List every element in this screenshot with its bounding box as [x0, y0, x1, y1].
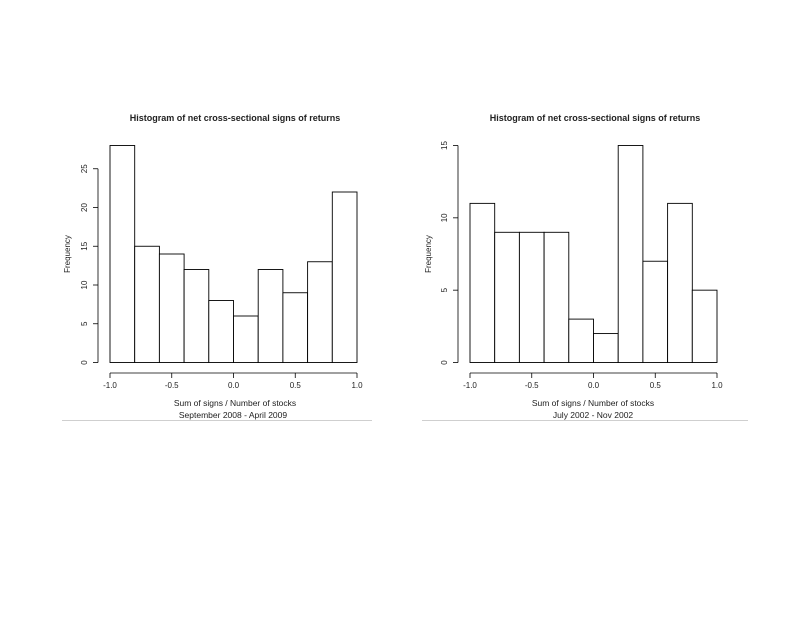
histogram-bar [667, 202, 693, 363]
x-axis: -1.0 -0.5 0.0 0.5 1.0 [463, 372, 723, 390]
y-tick-label: 15 [80, 241, 89, 250]
x-axis-label: Sum of signs / Number of stocks [174, 398, 296, 408]
x-tick-label: -1.0 [103, 381, 117, 390]
histogram-bar [691, 289, 718, 363]
bars [469, 145, 718, 363]
y-tick-label: 5 [440, 287, 449, 292]
y-axis-label: Frequency [424, 235, 433, 273]
histogram-bar [568, 318, 594, 363]
y-tick-label: 0 [80, 360, 89, 365]
x-tick-label: -0.5 [165, 381, 179, 390]
chart-caption: September 2008 - April 2009 [178, 410, 288, 420]
histogram-bar [469, 202, 496, 363]
chart-title: Histogram of net cross-sectional signs o… [130, 113, 341, 123]
histogram-bar [617, 145, 644, 363]
y-axis: 0 5 10 15 20 25 [80, 164, 99, 365]
y-tick-label: 20 [80, 203, 89, 212]
histogram-bar [642, 260, 669, 363]
bars [109, 145, 358, 363]
histogram-bar [593, 333, 619, 363]
y-tick-label: 15 [440, 141, 449, 150]
histogram-bar [307, 261, 333, 363]
x-tick-label: 1.0 [711, 381, 723, 390]
y-tick-label: 25 [80, 164, 89, 173]
y-axis: 0 5 10 15 [440, 141, 459, 365]
y-tick-label: 10 [440, 213, 449, 222]
chart-title: Histogram of net cross-sectional signs o… [490, 113, 701, 123]
chart-caption: July 2002 - Nov 2002 [552, 410, 634, 420]
histogram-bar [494, 231, 520, 363]
x-tick-label: 0.5 [650, 381, 662, 390]
histogram-bar [331, 191, 358, 363]
y-tick-label: 5 [80, 321, 89, 326]
histogram-bar [134, 245, 160, 363]
x-tick-label: 0.5 [290, 381, 302, 390]
x-tick-label: 1.0 [351, 381, 363, 390]
x-tick-label: -1.0 [463, 381, 477, 390]
x-tick-label: 0.0 [588, 381, 600, 390]
y-tick-label: 10 [80, 280, 89, 289]
x-axis: -1.0 -0.5 0.0 0.5 1.0 [103, 372, 363, 390]
histogram-bar [158, 253, 185, 363]
y-tick-label: 0 [440, 360, 449, 365]
x-axis-label: Sum of signs / Number of stocks [532, 398, 654, 408]
x-tick-label: 0.0 [228, 381, 240, 390]
divider [62, 420, 372, 421]
histogram-bar [518, 231, 545, 363]
y-axis-label: Frequency [63, 235, 72, 273]
x-tick-label: -0.5 [525, 381, 539, 390]
histogram-bar [543, 231, 570, 363]
divider [422, 420, 748, 421]
